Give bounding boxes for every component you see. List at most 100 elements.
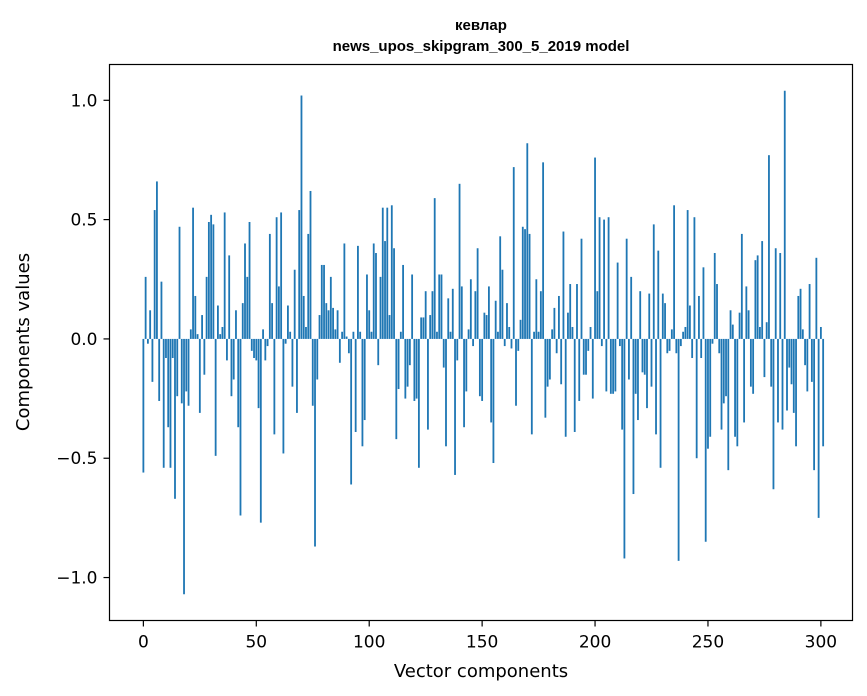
bar <box>219 334 222 339</box>
bar <box>271 303 274 339</box>
bar <box>521 226 524 339</box>
bar <box>316 338 319 380</box>
bar <box>440 274 443 339</box>
bar <box>544 338 547 418</box>
bar <box>334 329 337 339</box>
bar <box>465 338 468 392</box>
bar <box>682 331 685 339</box>
bar <box>643 338 646 375</box>
bar <box>336 310 339 339</box>
bar <box>810 338 813 382</box>
x-tick-label: 100 <box>353 633 385 653</box>
bar <box>187 338 190 406</box>
x-axis-label: Vector components <box>394 661 568 682</box>
bar <box>413 338 416 401</box>
bar <box>515 338 517 406</box>
bar <box>625 238 628 339</box>
bar <box>819 326 822 339</box>
bar <box>390 205 393 339</box>
bar <box>320 264 323 339</box>
bar <box>293 269 296 339</box>
bar <box>768 155 770 339</box>
bar <box>341 331 344 339</box>
bar <box>467 329 470 339</box>
bar <box>614 338 617 392</box>
bar <box>661 293 664 339</box>
bar <box>815 257 818 339</box>
bar <box>560 338 563 385</box>
bar <box>246 276 249 339</box>
bar <box>666 338 669 354</box>
bar <box>657 250 660 339</box>
bar <box>740 233 743 339</box>
bar <box>298 210 301 339</box>
bar <box>456 338 459 361</box>
x-tick-label: 50 <box>245 633 267 653</box>
bar <box>580 238 583 339</box>
y-tick-label: 0.0 <box>70 330 97 350</box>
bar <box>542 162 545 339</box>
bar <box>250 338 253 351</box>
bar <box>600 338 603 347</box>
bar <box>436 331 438 339</box>
bar <box>287 305 289 339</box>
bar <box>675 338 678 354</box>
bar <box>366 274 368 339</box>
bar <box>722 338 725 404</box>
bar <box>408 338 411 366</box>
bar <box>537 331 540 339</box>
bar <box>582 338 585 375</box>
bar <box>309 190 312 339</box>
bar <box>217 305 219 339</box>
bar <box>508 326 511 339</box>
bar <box>370 331 373 339</box>
bar <box>207 221 210 339</box>
bar <box>792 338 795 413</box>
bar <box>698 295 700 339</box>
bar <box>151 338 154 382</box>
bar <box>822 338 825 447</box>
bar <box>192 207 194 339</box>
bar <box>454 338 456 475</box>
bar <box>718 338 721 354</box>
bar <box>194 295 197 339</box>
bar <box>223 212 226 339</box>
bar <box>363 338 366 421</box>
bar <box>447 298 450 339</box>
bar <box>268 233 271 339</box>
bar <box>535 279 538 339</box>
bar <box>345 336 348 339</box>
bar <box>788 338 791 368</box>
bar <box>639 291 642 339</box>
bar <box>158 338 161 401</box>
bar <box>300 95 303 339</box>
bar <box>160 281 163 339</box>
bar <box>772 338 775 490</box>
bar <box>727 338 730 471</box>
bar <box>790 338 793 385</box>
bar <box>399 331 402 339</box>
bar <box>142 338 145 473</box>
bar <box>149 310 152 339</box>
y-axis-label: Components values <box>13 253 34 431</box>
bar <box>576 284 578 339</box>
bar <box>474 291 477 339</box>
bar <box>587 338 590 351</box>
bar <box>497 331 499 339</box>
bar <box>628 338 630 380</box>
bars-group <box>142 90 825 595</box>
bar <box>359 331 362 339</box>
bar <box>329 276 332 339</box>
bar <box>402 264 404 339</box>
bar <box>686 210 689 339</box>
bar <box>707 338 709 449</box>
bar <box>596 291 599 339</box>
bar <box>720 338 723 430</box>
y-axis: −1.0 −0.5 0.0 0.5 1.0 <box>56 91 110 589</box>
bar <box>277 286 280 339</box>
bar <box>562 231 565 339</box>
chart-title: кевлар <box>455 17 507 34</box>
bar <box>702 267 705 339</box>
bar <box>551 329 554 339</box>
bar <box>483 312 486 339</box>
